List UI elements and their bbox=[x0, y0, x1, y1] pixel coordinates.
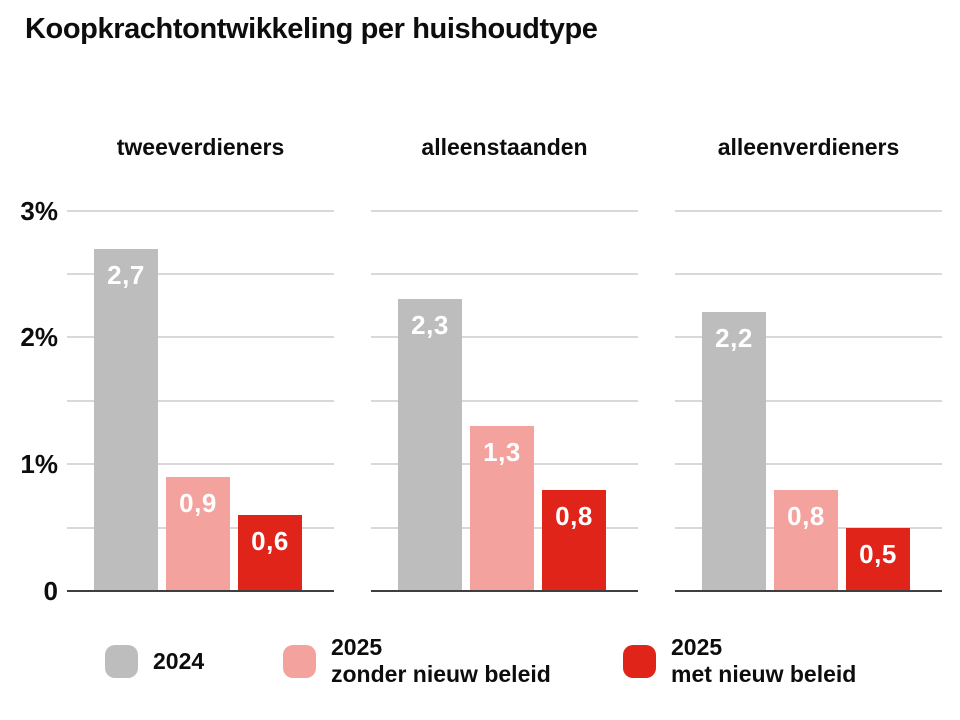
bar-alleenverdieners-2024: 2,2 bbox=[702, 312, 766, 591]
axis-baseline bbox=[67, 590, 334, 592]
gridline bbox=[675, 399, 942, 402]
bar-value-label: 0,8 bbox=[787, 500, 825, 531]
bar-tweeverdieners-2025-met-nieuw-beleid: 0,6 bbox=[238, 514, 302, 591]
gridline bbox=[371, 273, 638, 276]
y-tick-label-0: 0 bbox=[43, 576, 58, 606]
legend-label-line1: 2025 bbox=[331, 634, 383, 660]
gridline bbox=[675, 209, 942, 212]
bar-value-label: 2,3 bbox=[411, 310, 449, 341]
legend-label-line1: 2025 bbox=[671, 634, 723, 660]
legend-item-3: 2025 met nieuw beleid bbox=[623, 633, 856, 689]
bar-value-label: 1,3 bbox=[483, 437, 521, 468]
bar-tweeverdieners-2025-zonder-nieuw-beleid: 0,9 bbox=[166, 476, 230, 591]
gridline bbox=[67, 209, 334, 212]
bar-value-label: 2,2 bbox=[715, 323, 753, 354]
gridline bbox=[371, 399, 638, 402]
group-header-alleenstaanden: alleenstaanden bbox=[421, 134, 588, 160]
bar-value-label: 0,5 bbox=[859, 538, 897, 569]
legend-item-2: 2025 zonder nieuw beleid bbox=[283, 633, 551, 689]
legend-swatch bbox=[623, 644, 656, 678]
group-header-alleenverdieners: alleenverdieners bbox=[717, 134, 900, 160]
gridline bbox=[67, 336, 334, 339]
legend-label-line1: 2024 bbox=[153, 647, 205, 674]
axis-baseline bbox=[371, 590, 638, 592]
bar-value-label: 0,9 bbox=[179, 487, 217, 518]
gridline bbox=[371, 336, 638, 339]
y-tick-label-2: 2% bbox=[20, 322, 58, 353]
gridline bbox=[371, 209, 638, 212]
gridline bbox=[675, 336, 942, 339]
bar-alleenstaanden-2025-zonder-nieuw-beleid: 1,3 bbox=[470, 426, 534, 591]
gridline bbox=[67, 463, 334, 466]
gridline bbox=[67, 399, 334, 402]
bar-alleenstaanden-2024: 2,3 bbox=[398, 299, 462, 591]
group-header-tweeverdieners: tweeverdieners bbox=[116, 134, 285, 160]
y-tick-label-1: 1% bbox=[20, 449, 58, 480]
y-tick-label-3: 3% bbox=[20, 195, 58, 226]
bar-tweeverdieners-2024: 2,7 bbox=[94, 248, 158, 591]
bar-value-label: 0,8 bbox=[555, 500, 593, 531]
legend-label: 2024 bbox=[153, 648, 204, 675]
gridline bbox=[675, 273, 942, 276]
bar-value-label: 0,6 bbox=[251, 525, 289, 556]
bar-alleenstaanden-2025-met-nieuw-beleid: 0,8 bbox=[542, 489, 606, 591]
gridline bbox=[67, 273, 334, 276]
bar-value-label: 2,7 bbox=[107, 259, 145, 290]
legend-label-line2: met nieuw beleid bbox=[671, 661, 857, 687]
legend-swatch bbox=[283, 644, 316, 678]
axis-baseline bbox=[675, 590, 942, 592]
legend-label: 2025 met nieuw beleid bbox=[671, 634, 856, 688]
bar-alleenverdieners-2025-zonder-nieuw-beleid: 0,8 bbox=[774, 489, 838, 591]
bar-alleenverdieners-2025-met-nieuw-beleid: 0,5 bbox=[846, 527, 910, 591]
legend-label-line2: zonder nieuw beleid bbox=[331, 661, 551, 687]
gridline bbox=[675, 463, 942, 466]
legend-swatch bbox=[105, 644, 138, 678]
legend-label: 2025 zonder nieuw beleid bbox=[331, 634, 551, 688]
legend-item-1: 2024 bbox=[105, 633, 204, 689]
chart-title: Koopkrachtontwikkeling per huishoudtype bbox=[25, 13, 598, 45]
